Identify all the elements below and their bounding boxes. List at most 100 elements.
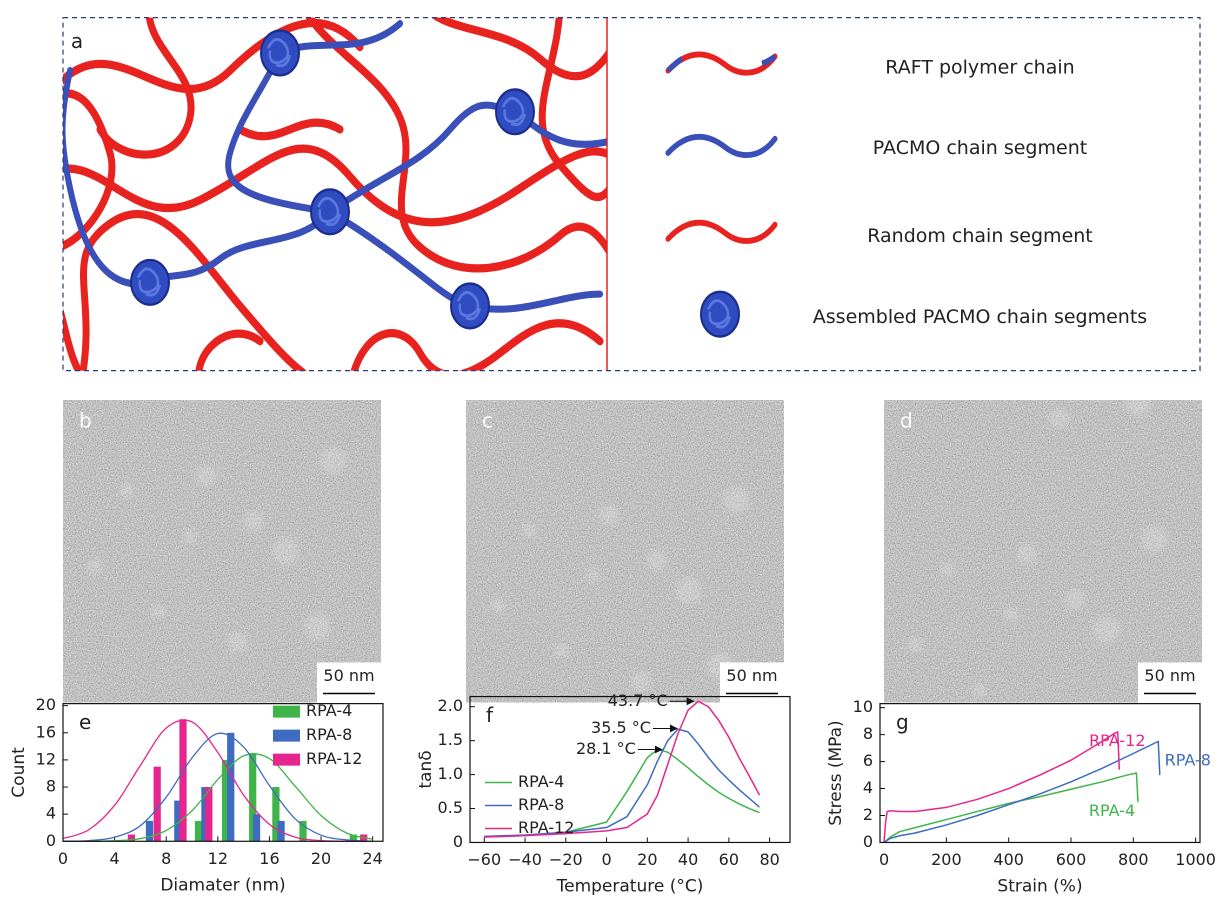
bar bbox=[174, 800, 182, 842]
bar bbox=[349, 834, 357, 842]
annotation: 28.1 °C bbox=[576, 739, 636, 758]
panel-label: g bbox=[896, 710, 909, 734]
series-label: RPA-4 bbox=[1089, 801, 1135, 820]
tem-spot bbox=[1064, 589, 1085, 610]
network-illustration bbox=[63, 17, 607, 371]
legend-label: RPA-12 bbox=[518, 818, 574, 837]
icon-raft-end bbox=[666, 56, 684, 73]
tem-image bbox=[884, 400, 1202, 703]
tem-spot bbox=[119, 483, 134, 498]
y-tick-label: 4 bbox=[863, 778, 873, 797]
pacmo-cluster bbox=[310, 188, 350, 236]
tem-spot bbox=[196, 465, 217, 486]
tem-spot bbox=[630, 671, 651, 692]
pacmo-cluster bbox=[700, 290, 740, 338]
x-tick-label: 40 bbox=[678, 850, 698, 869]
pacmo-chain bbox=[225, 49, 333, 216]
tem-spot bbox=[227, 631, 248, 652]
random-chain bbox=[538, 17, 607, 201]
scale-bar-bg bbox=[317, 662, 381, 703]
x-axis-title: Diamater (nm) bbox=[160, 875, 285, 895]
bar bbox=[194, 820, 203, 842]
bar bbox=[179, 719, 187, 842]
pacmo-chain bbox=[327, 101, 518, 216]
random-chain bbox=[63, 89, 116, 251]
tem-spot bbox=[522, 523, 537, 538]
panel-label-bg bbox=[64, 18, 90, 47]
panel-label: c bbox=[482, 409, 493, 433]
legend-label: Random chain segment bbox=[867, 225, 1093, 247]
icon-raft bbox=[665, 51, 778, 76]
y-tick-label: 0.5 bbox=[438, 798, 463, 817]
bar bbox=[227, 732, 235, 842]
x-tick-label: 0 bbox=[58, 849, 68, 868]
bar bbox=[201, 787, 209, 842]
tem-spot bbox=[490, 598, 505, 613]
y-tick-label: 6 bbox=[863, 751, 873, 770]
random-chain bbox=[96, 17, 195, 159]
x-tick-label: 8 bbox=[161, 849, 171, 868]
y-tick-label: 12 bbox=[36, 749, 56, 768]
x-axis-title: Strain (%) bbox=[997, 876, 1082, 896]
legend-label: RPA-4 bbox=[518, 772, 564, 791]
random-chain bbox=[350, 319, 604, 371]
panel-label: a bbox=[71, 29, 83, 53]
tem-spot bbox=[1004, 607, 1019, 622]
fit-curve bbox=[62, 732, 373, 842]
y-tick-label: 2.0 bbox=[438, 696, 463, 715]
tem-spot bbox=[646, 550, 667, 571]
legend-swatch bbox=[273, 753, 300, 766]
y-axis-title: Stress (MPa) bbox=[826, 720, 846, 826]
y-tick-label: 2 bbox=[863, 805, 873, 824]
tem-spot bbox=[599, 504, 620, 525]
x-tick-label: 20 bbox=[311, 849, 331, 868]
legend-swatch bbox=[273, 729, 300, 742]
y-tick-label: 4 bbox=[46, 804, 56, 823]
tem-spot bbox=[1141, 526, 1168, 553]
panel-label: e bbox=[79, 710, 91, 734]
panel-frame bbox=[62, 17, 1201, 372]
pacmo-chain bbox=[63, 67, 153, 288]
y-tick-label: 20 bbox=[36, 695, 56, 714]
tem-image bbox=[466, 400, 784, 703]
tem-spot bbox=[304, 613, 331, 640]
random-chain bbox=[431, 17, 607, 81]
line bbox=[883, 731, 1121, 843]
tem-spot bbox=[183, 529, 198, 544]
x-tick-label: 80 bbox=[759, 850, 779, 869]
plot-frame bbox=[469, 695, 791, 844]
tem-spot bbox=[1048, 408, 1069, 429]
line bbox=[484, 700, 761, 838]
cluster-coil bbox=[501, 96, 527, 127]
legend-label: Assembled PACMO chain segments bbox=[813, 306, 1147, 328]
y-axis-title: Count bbox=[9, 747, 29, 798]
tem-spot bbox=[272, 538, 299, 565]
x-tick-label: 800 bbox=[1118, 850, 1149, 869]
scale-bar-bg bbox=[720, 662, 784, 703]
x-tick-label: 12 bbox=[208, 849, 228, 868]
fit-curve bbox=[62, 753, 373, 842]
annotation: 43.7 °C bbox=[608, 691, 668, 710]
pacmo-cluster bbox=[450, 282, 490, 330]
plot-frame bbox=[879, 703, 1201, 844]
legend-label: RPA-4 bbox=[306, 701, 352, 720]
bar bbox=[145, 820, 154, 842]
tem-spot bbox=[723, 486, 750, 513]
pacmo-cluster bbox=[495, 88, 535, 136]
tem-image bbox=[63, 400, 381, 703]
bar bbox=[299, 820, 307, 842]
cluster-coil bbox=[706, 299, 732, 329]
pacmo-chain bbox=[147, 208, 333, 286]
x-tick-label: 16 bbox=[259, 849, 279, 868]
bar bbox=[153, 766, 161, 842]
panel-label: f bbox=[486, 703, 494, 727]
x-tick-label: 200 bbox=[931, 850, 962, 869]
scale-bar-label: 50 nm bbox=[726, 666, 777, 685]
legend-label: RAFT polymer chain bbox=[885, 57, 1074, 79]
x-tick-label: 600 bbox=[1056, 850, 1087, 869]
cluster-coil bbox=[456, 290, 482, 321]
legend-icons bbox=[665, 51, 778, 338]
y-tick-label: 1.0 bbox=[438, 764, 463, 783]
x-axis-title: Temperature (°C) bbox=[556, 876, 704, 896]
